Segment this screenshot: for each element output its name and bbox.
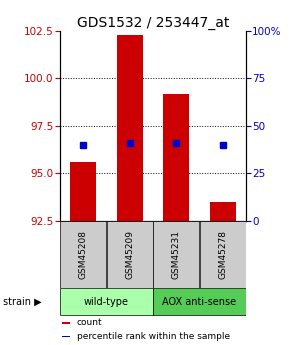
Text: GSM45278: GSM45278 xyxy=(218,230,227,279)
FancyBboxPatch shape xyxy=(60,221,106,288)
FancyBboxPatch shape xyxy=(200,221,246,288)
Bar xyxy=(70,162,96,221)
Bar xyxy=(117,35,142,221)
Text: percentile rank within the sample: percentile rank within the sample xyxy=(76,332,230,341)
Bar xyxy=(62,322,70,324)
Text: wild-type: wild-type xyxy=(84,297,129,306)
Text: strain ▶: strain ▶ xyxy=(3,297,42,306)
Title: GDS1532 / 253447_at: GDS1532 / 253447_at xyxy=(77,16,229,30)
FancyBboxPatch shape xyxy=(106,221,153,288)
FancyBboxPatch shape xyxy=(153,288,246,315)
Text: AOX anti-sense: AOX anti-sense xyxy=(162,297,237,306)
Bar xyxy=(62,336,70,337)
Text: count: count xyxy=(76,318,102,327)
Text: GSM45231: GSM45231 xyxy=(172,230,181,279)
FancyBboxPatch shape xyxy=(153,221,200,288)
Bar xyxy=(210,202,236,221)
Bar xyxy=(164,93,189,221)
Text: GSM45208: GSM45208 xyxy=(79,230,88,279)
FancyBboxPatch shape xyxy=(60,288,153,315)
Text: GSM45209: GSM45209 xyxy=(125,230,134,279)
